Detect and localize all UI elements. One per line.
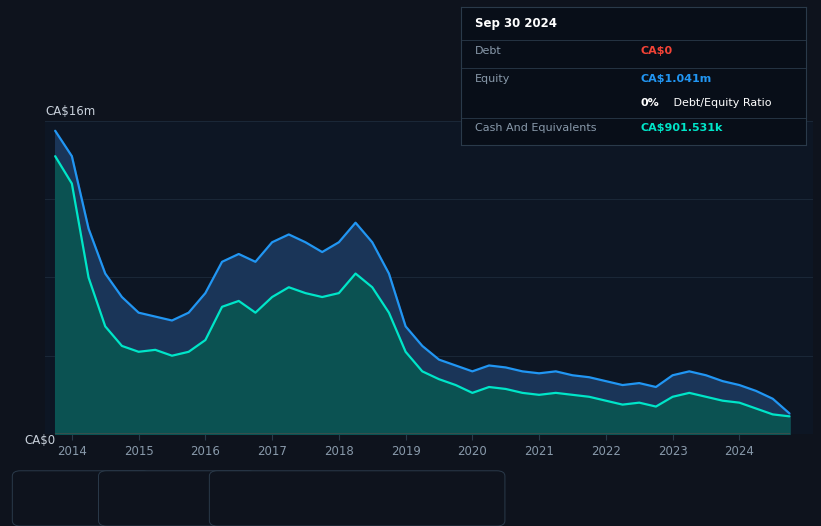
Text: CA$901.531k: CA$901.531k	[640, 123, 723, 133]
Text: 0%: 0%	[640, 98, 659, 108]
Text: ●: ●	[113, 478, 123, 488]
Text: Equity: Equity	[130, 477, 167, 489]
Text: ●: ●	[224, 478, 234, 488]
Text: Cash And Equivalents: Cash And Equivalents	[241, 477, 369, 489]
Text: Debt: Debt	[475, 46, 502, 56]
Text: Equity: Equity	[475, 74, 511, 84]
Text: Cash And Equivalents: Cash And Equivalents	[475, 123, 597, 133]
Text: Debt: Debt	[44, 477, 72, 489]
Text: CA$1.041m: CA$1.041m	[640, 74, 712, 84]
Text: Debt/Equity Ratio: Debt/Equity Ratio	[670, 98, 772, 108]
Text: ●: ●	[27, 478, 37, 488]
Text: CA$0: CA$0	[25, 434, 56, 447]
Text: Sep 30 2024: Sep 30 2024	[475, 17, 557, 30]
Text: CA$16m: CA$16m	[45, 105, 95, 118]
Text: CA$0: CA$0	[640, 46, 673, 56]
